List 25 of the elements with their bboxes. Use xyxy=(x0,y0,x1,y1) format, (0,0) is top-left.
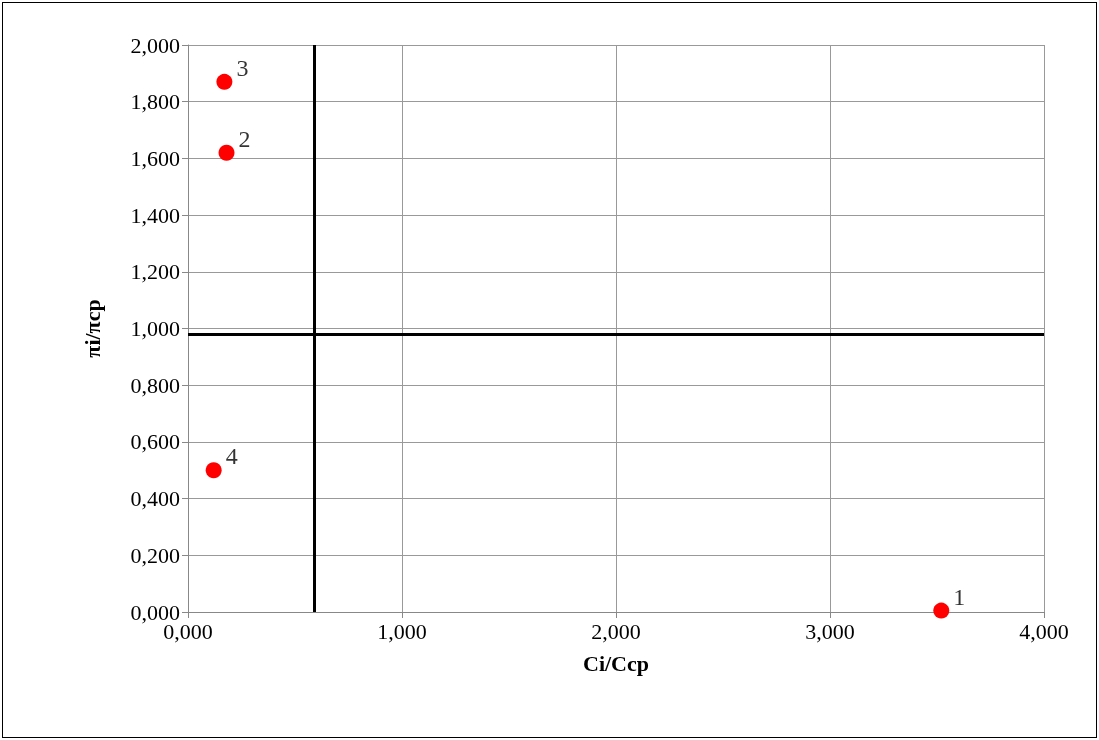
annotation: 3 xyxy=(236,54,249,81)
y-tick-label: 1,600 xyxy=(130,145,180,171)
point xyxy=(933,602,950,619)
y-tick-label: 0,800 xyxy=(130,372,180,398)
y-tick-label: 1,400 xyxy=(130,202,180,228)
y-tick-label: 1,000 xyxy=(130,316,180,341)
x-tick-label: 2,000 xyxy=(591,618,641,644)
x-axis-title: Ci/Ccp xyxy=(583,650,649,676)
y-tick-label: 0,600 xyxy=(130,429,180,455)
annotation: 1 xyxy=(953,583,966,610)
x-tick-label: 3,000 xyxy=(805,618,855,644)
annotation: 4 xyxy=(225,443,238,470)
annotation: 2 xyxy=(238,125,251,152)
point xyxy=(218,144,235,161)
x-tick-label: 1,000 xyxy=(377,618,427,644)
point xyxy=(216,73,233,90)
y-axis-title: πi/πcp xyxy=(79,299,105,358)
x-tick-label: 4,000 xyxy=(1019,618,1069,644)
y-tick-label: 1,800 xyxy=(130,89,180,115)
y-tick-label: 0,200 xyxy=(130,542,180,568)
y-tick-label: 1,200 xyxy=(130,259,180,285)
point xyxy=(205,462,222,479)
y-tick-label: 0,000 xyxy=(130,599,180,625)
y-tick-label: 2,000 xyxy=(130,32,180,58)
y-tick-label: 0,400 xyxy=(130,486,180,512)
